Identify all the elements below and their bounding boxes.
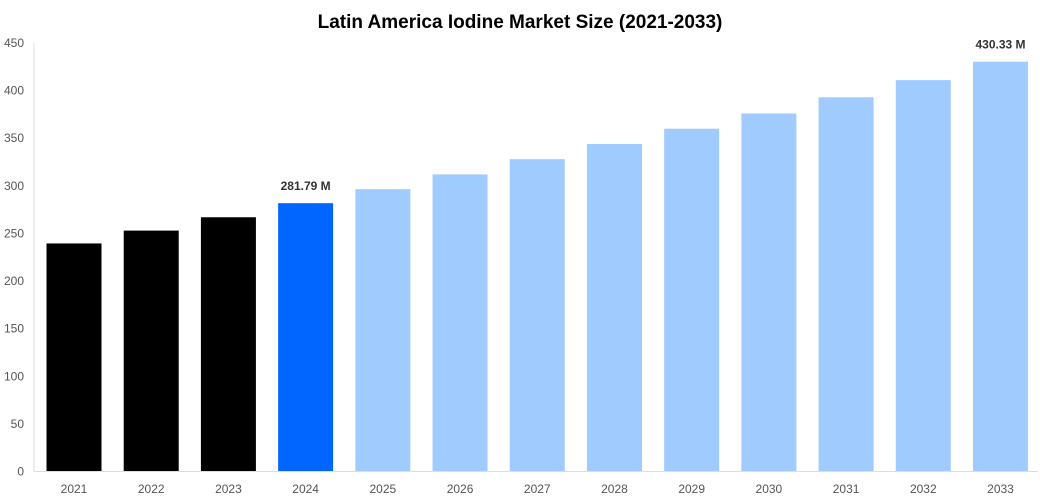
x-tick-label: 2024 (292, 482, 319, 496)
y-tick-label: 400 (4, 84, 24, 98)
bar-2029 (664, 128, 720, 472)
bar-2031 (818, 97, 874, 472)
x-tick-label: 2022 (138, 482, 165, 496)
x-tick-label: 2031 (833, 482, 860, 496)
x-tick-label: 2027 (524, 482, 551, 496)
bar-2033 (973, 61, 1028, 472)
y-axis: 0 50 100 150 200 250 300 350 400 450 (4, 36, 35, 479)
bars: 281.79 M 430.33 M (46, 38, 1028, 472)
x-tick-label: 2026 (447, 482, 474, 496)
y-tick-label: 50 (11, 417, 25, 431)
x-tick-label: 2028 (601, 482, 628, 496)
bar-2026 (432, 174, 488, 472)
y-tick-label: 250 (4, 226, 24, 240)
x-tick-label: 2021 (61, 482, 88, 496)
x-tick-label: 2033 (987, 482, 1014, 496)
chart-title: Latin America Iodine Market Size (2021-2… (318, 12, 723, 33)
bar-2025 (355, 189, 411, 472)
data-label-2033: 430.33 M (975, 38, 1025, 52)
y-tick-label: 200 (4, 274, 24, 288)
y-tick-label: 300 (4, 179, 24, 193)
bar-2023 (200, 217, 256, 472)
x-tick-label: 2030 (756, 482, 783, 496)
bar-2021 (46, 243, 102, 472)
y-tick-label: 0 (17, 465, 24, 479)
x-tick-label: 2025 (369, 482, 396, 496)
x-tick-label: 2029 (678, 482, 705, 496)
bar-2028 (586, 143, 642, 472)
y-tick-label: 450 (4, 36, 24, 50)
bar-2022 (123, 230, 179, 472)
data-label-2024: 281.79 M (281, 179, 331, 193)
y-tick-label: 350 (4, 131, 24, 145)
x-axis: 2021 2022 2023 2024 2025 2026 2027 2028 2029 2030… (34, 471, 1038, 496)
y-tick-label: 150 (4, 322, 24, 336)
bar-2030 (741, 113, 797, 472)
y-tick-label: 100 (4, 369, 24, 383)
x-tick-label: 2032 (910, 482, 937, 496)
bar-2024 (278, 203, 334, 472)
x-tick-label: 2023 (215, 482, 242, 496)
bar-2027 (509, 159, 565, 472)
bar-2032 (895, 80, 951, 472)
